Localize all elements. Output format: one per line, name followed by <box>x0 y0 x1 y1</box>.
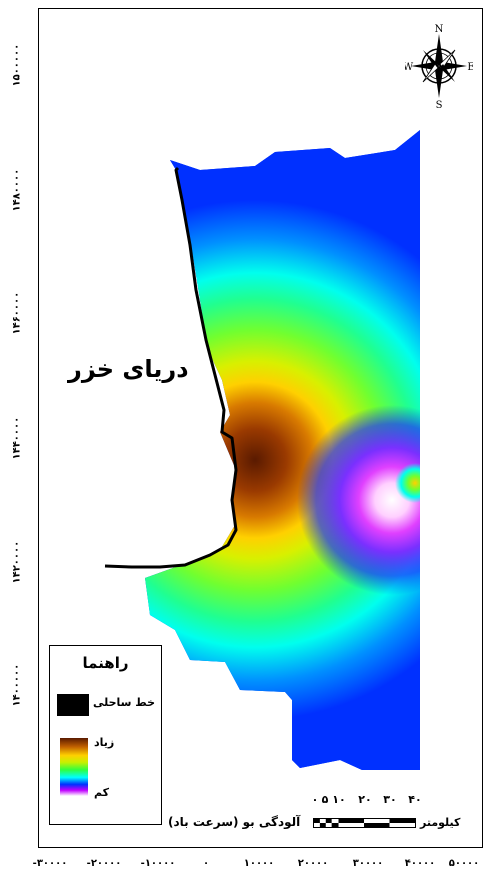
y-tick-label: ۱۴۰۰۰۰۰ <box>11 663 23 707</box>
coastline <box>104 166 238 569</box>
compass-e: E <box>467 62 473 73</box>
x-tick-label: ۱۰۰۰۰ <box>243 858 275 869</box>
legend-title: راهنما <box>82 654 129 672</box>
y-tick-label: ۱۴۸۰۰۰۰ <box>11 168 23 212</box>
x-tick-label: -۲۰۰۰۰ <box>86 858 122 869</box>
y-tick-label: ۱۴۶۰۰۰۰ <box>11 291 23 335</box>
legend-high-label: زیاد <box>94 736 115 749</box>
scale-number: ۲۰ <box>358 793 372 806</box>
sea-label: دریای خزر <box>68 355 189 383</box>
legend: راهنما خط ساحلی زیاد کم <box>49 645 162 825</box>
x-tick-label: -۱۰۰۰۰ <box>140 858 176 869</box>
scale-number: ۴۰ <box>408 793 422 806</box>
x-tick-label: ۰ <box>202 858 210 869</box>
legend-low-label: کم <box>94 786 110 799</box>
compass-w: W <box>405 62 414 73</box>
coastline-legend-label: خط ساحلی <box>92 696 155 709</box>
scale-number: ۵ <box>321 793 329 806</box>
pollution-surface <box>145 130 420 770</box>
scale-unit: کیلومتر <box>420 816 461 829</box>
y-tick-label: ۱۴۴۰۰۰۰ <box>11 416 23 460</box>
x-tick-label: ۵۰۰۰۰ <box>448 858 480 869</box>
y-tick-label: ۱۴۲۰۰۰۰ <box>11 540 23 584</box>
x-tick-label: -۳۰۰۰۰ <box>32 858 68 869</box>
x-tick-label: ۲۰۰۰۰ <box>297 858 329 869</box>
scale-number: ۱۰ <box>332 793 346 806</box>
scale-number: ۳۰ <box>383 793 397 806</box>
north-arrow-icon: N S E W <box>405 24 473 110</box>
scale-numbers: ۰ ۵ ۱۰ ۲۰ ۳۰ ۴۰ <box>311 793 423 807</box>
scale-bar <box>313 818 416 828</box>
map-subtitle: آلودگی بو (سرعت باد) <box>168 815 301 829</box>
y-tick-label: ۱۵۰۰۰۰۰ <box>11 43 23 87</box>
x-tick-label: ۳۰۰۰۰ <box>352 858 384 869</box>
compass-n: N <box>435 24 444 35</box>
coastline-swatch <box>57 694 89 716</box>
compass-s: S <box>436 100 443 110</box>
color-ramp <box>60 738 88 796</box>
scale-number: ۰ <box>311 793 319 806</box>
x-tick-label: ۴۰۰۰۰ <box>404 858 436 869</box>
